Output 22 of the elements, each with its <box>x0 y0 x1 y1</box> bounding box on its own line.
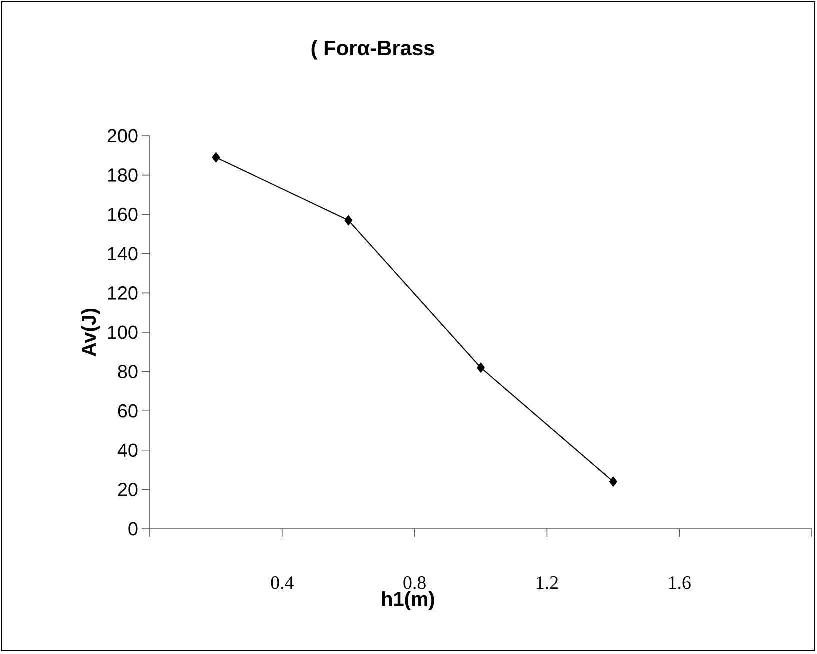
y-tick-label: 60 <box>118 404 138 418</box>
y-tick-label: 100 <box>108 326 138 340</box>
y-tick-label: 0 <box>128 522 138 536</box>
y-tick-label: 180 <box>108 168 138 182</box>
y-tick-label: 120 <box>108 286 138 300</box>
x-tick-label: 1.2 <box>537 576 558 590</box>
y-tick-label: 20 <box>118 482 138 496</box>
point <box>212 152 220 163</box>
point <box>609 476 618 487</box>
y-tick-label: 140 <box>108 247 138 261</box>
y-tick-label: 160 <box>108 208 138 222</box>
y-tick-label: 200 <box>108 129 138 143</box>
x-tick-label: 0.4 <box>271 576 294 590</box>
x-tick-label: 0.8 <box>404 576 426 590</box>
y-axis-title: Av(J) <box>81 308 100 357</box>
chart-title: ( Forα-Brass <box>312 40 434 60</box>
x-tick-label: 1.6 <box>669 576 691 590</box>
point <box>477 362 485 373</box>
x-axis-title: h1(m) <box>382 592 434 610</box>
point <box>344 215 353 226</box>
y-tick-label: 80 <box>118 365 138 378</box>
y-tick-label: 40 <box>118 444 138 458</box>
